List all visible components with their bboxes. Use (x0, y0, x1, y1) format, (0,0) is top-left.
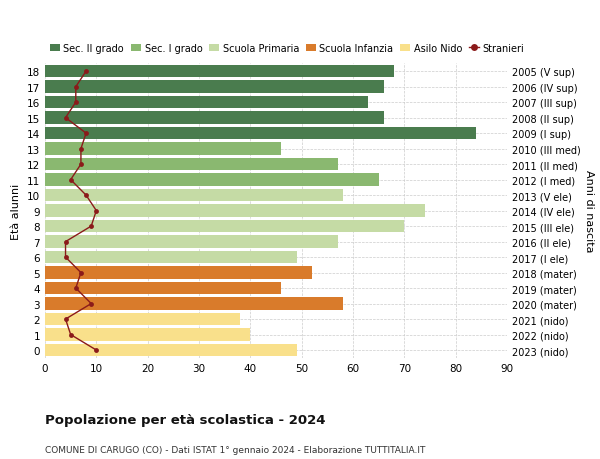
Bar (45, 298, 343, 310)
Bar (45, 97, 368, 109)
Bar (45, 143, 281, 156)
Bar (45, 267, 312, 279)
Bar (45, 252, 296, 264)
Legend: Sec. II grado, Sec. I grado, Scuola Primaria, Scuola Infanzia, Asilo Nido, Stran: Sec. II grado, Sec. I grado, Scuola Prim… (50, 44, 524, 54)
Bar (45, 128, 476, 140)
Bar (45, 174, 379, 186)
Bar (45, 344, 296, 357)
Bar (45, 190, 343, 202)
Bar (45, 81, 384, 94)
Bar (45, 205, 425, 217)
Bar (45, 112, 384, 124)
Bar (45, 236, 338, 248)
Y-axis label: Anni di nascita: Anni di nascita (584, 170, 595, 252)
Text: Popolazione per età scolastica - 2024: Popolazione per età scolastica - 2024 (45, 413, 325, 426)
Bar (45, 313, 240, 325)
Y-axis label: Età alunni: Età alunni (11, 183, 22, 239)
Bar (45, 329, 250, 341)
Bar (45, 158, 338, 171)
Bar (45, 66, 394, 78)
Text: COMUNE DI CARUGO (CO) - Dati ISTAT 1° gennaio 2024 - Elaborazione TUTTITALIA.IT: COMUNE DI CARUGO (CO) - Dati ISTAT 1° ge… (45, 445, 425, 454)
Bar (45, 220, 404, 233)
Bar (45, 282, 281, 295)
